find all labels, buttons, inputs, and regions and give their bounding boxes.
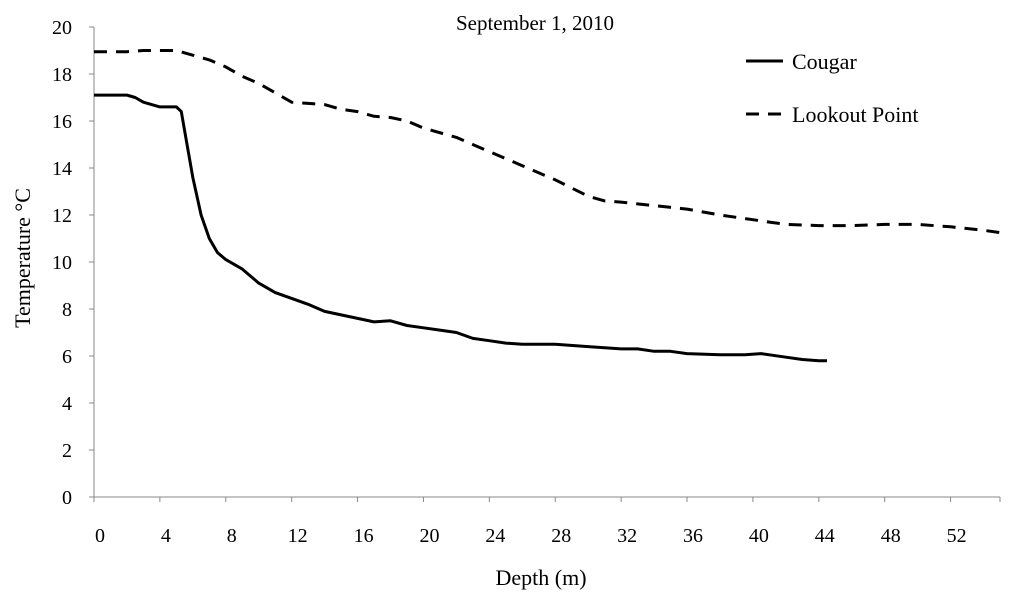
legend-label: Cougar	[792, 49, 857, 74]
x-tick-label: 24	[485, 525, 505, 547]
x-axis-ticks: 0 4 8 12 16 20 24 28 32 36 40 44 48 52	[93, 497, 1001, 547]
x-axis-title: Depth (m)	[495, 565, 586, 590]
x-tick-label: 4	[161, 525, 171, 547]
y-tick-label: 16	[52, 111, 72, 133]
y-tick-label: 2	[62, 440, 72, 462]
legend-label: Lookout Point	[792, 102, 919, 127]
series-lookout-point-line	[94, 49, 1001, 235]
x-tick-label: 28	[551, 525, 571, 547]
y-tick-label: 8	[62, 299, 72, 321]
x-tick-label: 12	[288, 525, 308, 547]
x-tick-label: 40	[749, 525, 769, 547]
x-tick-label: 0	[95, 525, 105, 547]
x-tick-label: 20	[419, 525, 439, 547]
x-tick-label: 36	[683, 525, 703, 547]
chart-title: September 1, 2010	[456, 11, 614, 35]
x-tick-label: 44	[815, 525, 835, 547]
y-tick-label: 4	[62, 393, 72, 415]
y-tick-label: 20	[52, 17, 72, 39]
y-tick-label: 18	[52, 64, 72, 86]
x-tick-label: 8	[227, 525, 237, 547]
y-tick-label: 12	[52, 205, 72, 227]
legend: Cougar Lookout Point	[746, 49, 919, 127]
y-tick-label: 0	[62, 487, 72, 509]
y-axis-ticks: 0 2 4 6 8 10 12 14 16 18 20	[52, 17, 94, 509]
y-tick-label: 14	[52, 158, 72, 180]
y-axis-title: Temperature °C	[10, 188, 35, 328]
x-tick-label: 48	[881, 525, 901, 547]
x-tick-label: 16	[354, 525, 374, 547]
x-tick-label: 52	[947, 525, 967, 547]
series-layer	[94, 49, 1001, 363]
y-tick-label: 6	[62, 346, 72, 368]
y-tick-label: 10	[52, 252, 72, 274]
series-cougar-line	[94, 93, 827, 363]
x-tick-label: 32	[617, 525, 637, 547]
